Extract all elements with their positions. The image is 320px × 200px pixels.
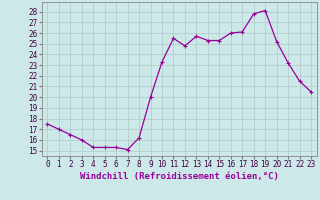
X-axis label: Windchill (Refroidissement éolien,°C): Windchill (Refroidissement éolien,°C) bbox=[80, 172, 279, 181]
